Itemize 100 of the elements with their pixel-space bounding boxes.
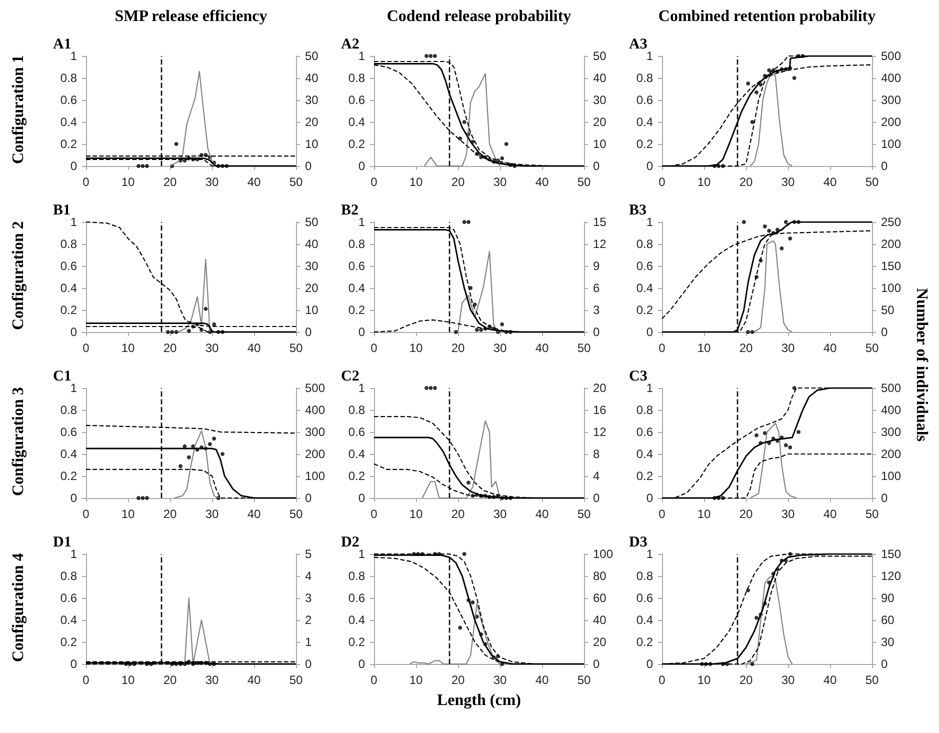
y2-tick-label: 9 [593,259,600,273]
y-tick-label: 1 [70,49,78,63]
y2-tick-label: 8 [593,447,600,461]
x-tick-label: 40 [535,341,549,355]
y2-tick-label: 15 [593,215,607,229]
y2-tick-label: 4 [305,569,312,583]
y2-axis-title: Number of individuals [912,288,930,442]
x-tick-label: 40 [247,673,261,687]
x-tick-label: 30 [205,673,219,687]
y-tick-label: 0 [358,491,366,505]
x-tick-label: 10 [409,175,423,189]
x-tick-label: 40 [535,673,549,687]
x-tick-label: 40 [247,341,261,355]
y2-tick-label: 150 [881,259,902,273]
chart-subtitle: Combined retention probability [657,8,877,26]
y-tick-label: 0.8 [60,237,78,251]
x-tick-label: 0 [370,175,378,189]
y-tick-label: 0.2 [60,137,78,151]
y-tick-label: 0.2 [636,303,654,317]
y-tick-label: 0.6 [636,93,654,107]
y2-tick-label: 300 [305,425,326,439]
y2-tick-label: 10 [593,137,607,151]
y-tick-label: 0.8 [60,569,78,583]
y-axis-title: Configuration 3 [10,386,28,498]
x-tick-label: 0 [370,507,378,521]
y-tick-label: 0.6 [348,259,366,273]
y-tick-label: 0.2 [636,137,654,151]
x-tick-label: 30 [781,673,795,687]
y-tick-label: 0 [358,159,366,173]
x-tick-label: 20 [163,175,177,189]
y2-tick-label: 0 [593,491,600,505]
y2-tick-label: 4 [593,469,600,483]
y-tick-label: 0.2 [636,469,654,483]
y2-tick-label: 300 [881,93,902,107]
y2-tick-label: 0 [305,325,312,339]
y-tick-label: 0.4 [348,281,366,295]
y-tick-label: 0.6 [60,425,78,439]
y-tick-label: 0.8 [60,403,78,417]
y-tick-label: 1 [646,215,654,229]
x-tick-label: 0 [370,341,378,355]
y2-tick-label: 400 [305,403,326,417]
y2-tick-label: 30 [593,93,607,107]
x-tick-label: 20 [739,175,753,189]
y2-tick-label: 100 [305,469,326,483]
y2-tick-label: 250 [881,215,902,229]
x-tick-label: 40 [823,507,837,521]
chart-title: A3 [629,36,648,52]
y2-tick-label: 50 [593,49,607,63]
x-tick-label: 20 [163,673,177,687]
y2-tick-label: 30 [881,635,895,649]
y2-tick-label: 400 [881,71,902,85]
x-tick-label: 50 [289,673,303,687]
y2-tick-label: 0 [881,159,888,173]
y-tick-label: 0.2 [636,635,654,649]
y-tick-label: 1 [646,49,654,63]
x-tick-label: 30 [493,673,507,687]
x-tick-label: 0 [658,341,666,355]
y2-tick-label: 30 [305,93,319,107]
y2-tick-label: 80 [593,569,607,583]
x-tick-label: 50 [577,175,591,189]
y-tick-label: 0 [358,657,366,671]
x-tick-label: 30 [493,341,507,355]
x-tick-label: 10 [121,673,135,687]
chart-title: B3 [629,202,647,218]
y2-tick-label: 30 [305,259,319,273]
y-tick-label: 0 [646,657,654,671]
x-tick-label: 40 [823,673,837,687]
x-tick-label: 0 [658,507,666,521]
chart-title: C2 [341,368,360,384]
y-tick-label: 1 [646,547,654,561]
y-tick-label: 0.6 [60,591,78,605]
x-tick-label: 50 [289,341,303,355]
y-tick-label: 0.2 [348,303,366,317]
x-tick-label: 30 [781,341,795,355]
x-tick-label: 10 [121,341,135,355]
x-tick-label: 30 [205,175,219,189]
y2-tick-label: 60 [881,613,895,627]
y-tick-label: 0.8 [348,569,366,583]
y-tick-label: 0 [70,325,78,339]
x-tick-label: 0 [658,673,666,687]
x-tick-label: 50 [865,341,879,355]
y2-tick-label: 50 [881,303,895,317]
y-tick-label: 0 [70,491,78,505]
y-tick-label: 0.8 [636,237,654,251]
y-tick-label: 0.8 [636,403,654,417]
y2-tick-label: 0 [593,325,600,339]
chart-title: A2 [341,36,360,52]
x-tick-label: 20 [739,673,753,687]
chart-title: C1 [53,368,72,384]
x-tick-label: 0 [82,673,90,687]
y2-tick-label: 100 [881,137,902,151]
y-tick-label: 0.6 [348,591,366,605]
y2-tick-label: 3 [593,303,600,317]
y-tick-label: 1 [646,381,654,395]
x-tick-label: 30 [493,507,507,521]
y-tick-label: 0.6 [636,591,654,605]
y-tick-label: 1 [358,547,366,561]
x-tick-label: 20 [739,507,753,521]
y-tick-label: 0.4 [636,281,654,295]
x-tick-label: 10 [409,507,423,521]
